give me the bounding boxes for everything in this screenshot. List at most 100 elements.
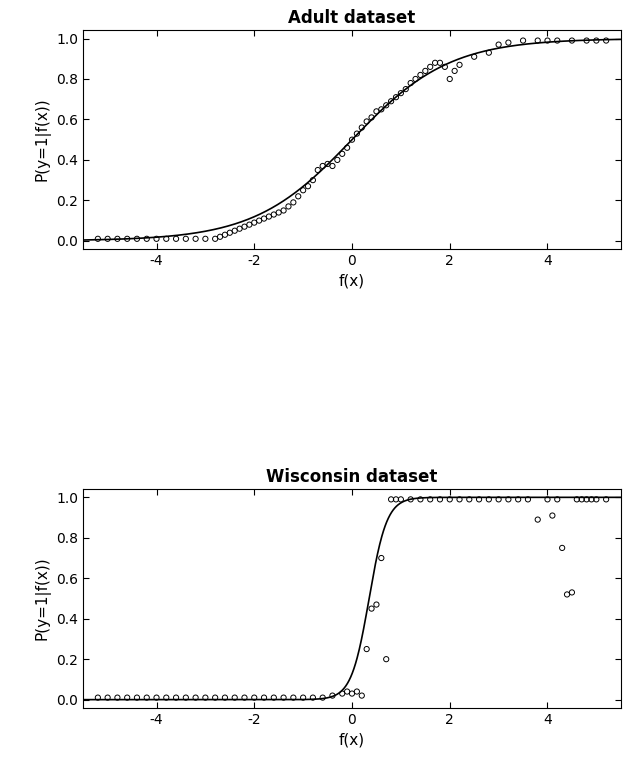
Point	[445, 493, 455, 505]
Point	[352, 128, 362, 140]
Point	[410, 73, 420, 85]
Point	[582, 493, 592, 505]
Point	[415, 68, 426, 81]
Point	[337, 687, 348, 699]
Point	[376, 103, 387, 116]
Point	[317, 160, 328, 172]
Point	[141, 233, 152, 245]
Point	[342, 142, 352, 154]
Point	[102, 692, 113, 704]
Point	[367, 111, 377, 123]
Point	[278, 205, 289, 217]
Point	[269, 209, 279, 221]
Point	[269, 692, 279, 704]
Point	[542, 493, 552, 505]
Point	[435, 493, 445, 505]
Point	[406, 493, 416, 505]
Point	[503, 37, 513, 49]
Point	[337, 148, 348, 160]
Point	[582, 34, 592, 46]
Point	[161, 233, 172, 245]
Point	[298, 184, 308, 196]
Point	[454, 59, 465, 71]
Point	[327, 689, 337, 702]
Point	[547, 509, 557, 521]
Point	[518, 34, 528, 46]
Point	[557, 542, 567, 554]
Point	[591, 493, 602, 505]
Point	[93, 692, 103, 704]
Point	[352, 686, 362, 698]
Point	[180, 692, 191, 704]
Point	[342, 686, 352, 698]
Point	[152, 233, 162, 245]
Point	[171, 233, 181, 245]
Point	[391, 493, 401, 505]
Point	[577, 493, 587, 505]
Point	[303, 180, 313, 193]
Point	[362, 643, 372, 655]
Point	[132, 233, 142, 245]
Point	[440, 61, 450, 73]
Point	[356, 122, 367, 134]
Y-axis label: P(y=1|f(x)): P(y=1|f(x))	[35, 98, 51, 181]
Point	[567, 586, 577, 598]
Point	[367, 603, 377, 615]
Point	[542, 34, 552, 46]
Point	[191, 233, 201, 245]
Point	[474, 493, 484, 505]
Point	[449, 65, 460, 77]
Point	[210, 233, 220, 245]
Point	[122, 692, 132, 704]
Point	[132, 692, 142, 704]
Point	[308, 174, 318, 186]
Point	[259, 212, 269, 224]
Point	[200, 233, 211, 245]
Point	[298, 692, 308, 704]
Point	[552, 34, 563, 46]
Point	[601, 34, 611, 46]
Point	[273, 206, 284, 218]
Point	[288, 196, 298, 209]
Point	[532, 514, 543, 526]
Point	[122, 233, 132, 245]
Point	[513, 493, 524, 505]
Point	[215, 231, 225, 243]
Point	[284, 200, 294, 212]
Point	[332, 154, 342, 166]
Title: Adult dataset: Adult dataset	[289, 9, 415, 27]
Point	[264, 211, 274, 223]
Point	[406, 77, 416, 89]
Point	[347, 687, 357, 699]
Point	[220, 228, 230, 240]
Point	[601, 493, 611, 505]
Point	[386, 493, 396, 505]
X-axis label: f(x): f(x)	[339, 732, 365, 747]
Point	[420, 65, 431, 77]
Point	[244, 218, 255, 231]
Point	[356, 689, 367, 702]
Point	[278, 692, 289, 704]
Y-axis label: P(y=1|f(x)): P(y=1|f(x))	[35, 557, 51, 640]
Point	[230, 692, 240, 704]
Point	[381, 99, 391, 111]
Point	[493, 39, 504, 51]
Point	[435, 57, 445, 69]
Point	[152, 692, 162, 704]
Point	[503, 493, 513, 505]
Point	[552, 493, 563, 505]
Point	[445, 73, 455, 85]
Point	[523, 493, 533, 505]
Point	[323, 158, 333, 170]
Point	[239, 221, 250, 233]
Point	[254, 215, 264, 227]
Point	[347, 134, 357, 146]
Point	[220, 692, 230, 704]
Point	[161, 692, 172, 704]
Point	[484, 46, 494, 59]
Point	[562, 588, 572, 600]
Point	[293, 190, 303, 202]
Point	[230, 224, 240, 237]
Point	[210, 692, 220, 704]
Point	[180, 233, 191, 245]
